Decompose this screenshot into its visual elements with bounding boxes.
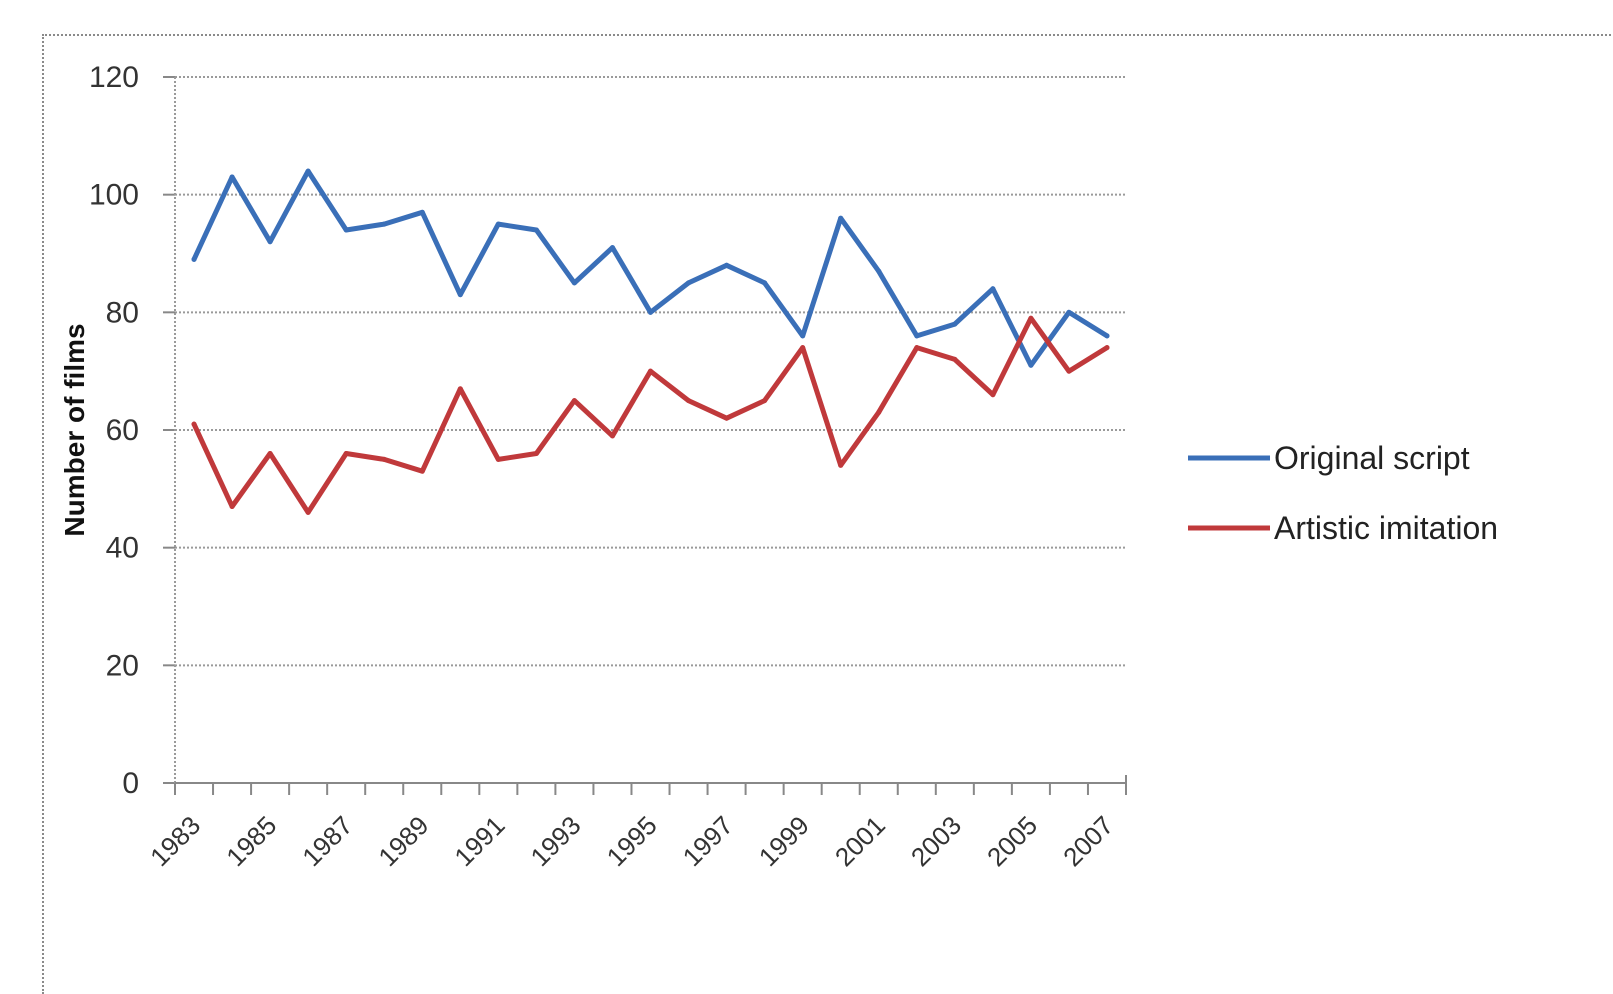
- point-original-script-2001: [876, 268, 882, 274]
- y-tick-label-100: 100: [89, 179, 139, 212]
- axes: [163, 76, 1127, 795]
- point-original-script-1990: [457, 292, 463, 298]
- point-artistic-imitation-1994: [609, 433, 615, 439]
- y-axis-label: Number of films: [59, 323, 90, 536]
- point-artistic-imitation-2006: [1066, 368, 1072, 374]
- y-tick-label-120: 120: [89, 61, 139, 94]
- point-artistic-imitation-1996: [686, 398, 692, 404]
- point-original-script-1993: [571, 280, 577, 286]
- x-tick-label-1993: 1993: [525, 810, 587, 872]
- y-tick-labels: 0 20 40 60 80 100 120: [89, 61, 139, 800]
- point-artistic-imitation-1993: [571, 398, 577, 404]
- point-original-script-2000: [838, 215, 844, 221]
- point-artistic-imitation-1997: [724, 415, 730, 421]
- x-tick-labels: 1983 1985 1987 1989 1991 1993 1995 1997 1999 2001…: [144, 810, 1119, 872]
- point-original-script-1994: [609, 245, 615, 251]
- point-artistic-imitation-2000: [838, 462, 844, 468]
- point-artistic-imitation-2005: [1028, 315, 1034, 321]
- point-original-script-1992: [533, 227, 539, 233]
- legend: Original script Artistic imitation: [1188, 440, 1498, 546]
- point-original-script-2004: [990, 286, 996, 292]
- point-artistic-imitation-1987: [343, 451, 349, 457]
- x-tick-label-1991: 1991: [448, 810, 510, 872]
- point-artistic-imitation-1988: [381, 456, 387, 462]
- chart-frame: [42, 34, 1613, 994]
- point-artistic-imitation-1985: [267, 451, 273, 457]
- y-tick-label-0: 0: [122, 767, 139, 800]
- point-original-script-1988: [381, 221, 387, 227]
- x-tick-label-1997: 1997: [677, 810, 739, 872]
- series-line-artistic-imitation: [191, 315, 1110, 515]
- x-tick-label-1983: 1983: [144, 810, 206, 872]
- point-original-script-1995: [648, 309, 653, 315]
- point-artistic-imitation-1995: [648, 368, 653, 374]
- series-line-original-script: [191, 168, 1110, 368]
- point-original-script-2007: [1104, 333, 1110, 339]
- x-tick-label-1999: 1999: [753, 810, 815, 872]
- point-original-script-1984: [229, 174, 235, 180]
- x-tick-label-1995: 1995: [601, 810, 663, 872]
- point-original-script-1997: [724, 262, 730, 268]
- point-artistic-imitation-1984: [229, 503, 235, 509]
- point-artistic-imitation-1991: [495, 456, 501, 462]
- legend-label-original-script: Original script: [1274, 440, 1470, 476]
- point-artistic-imitation-2002: [914, 345, 920, 351]
- point-artistic-imitation-2004: [990, 392, 996, 398]
- point-original-script-1998: [762, 280, 768, 286]
- x-tick-label-2005: 2005: [981, 810, 1043, 872]
- point-artistic-imitation-1990: [457, 386, 463, 392]
- y-tick-label-40: 40: [106, 532, 139, 565]
- legend-label-artistic-imitation: Artistic imitation: [1274, 510, 1498, 546]
- y-tick-label-20: 20: [106, 649, 139, 682]
- point-original-script-1991: [495, 221, 501, 227]
- point-original-script-1985: [267, 239, 273, 245]
- point-artistic-imitation-1983: [191, 421, 197, 427]
- x-tick-label-1989: 1989: [372, 810, 434, 872]
- point-artistic-imitation-1998: [762, 398, 768, 404]
- point-artistic-imitation-2003: [952, 356, 958, 362]
- point-artistic-imitation-2001: [876, 409, 882, 415]
- point-original-script-2003: [952, 321, 958, 327]
- point-artistic-imitation-1999: [800, 345, 806, 351]
- x-tick-label-1987: 1987: [296, 810, 358, 872]
- point-artistic-imitation-1986: [305, 509, 311, 515]
- point-artistic-imitation-1989: [419, 468, 425, 474]
- point-original-script-1983: [191, 256, 197, 262]
- series-lines: [191, 168, 1110, 515]
- x-tick-label-2007: 2007: [1057, 810, 1119, 872]
- y-tick-label-60: 60: [106, 414, 139, 447]
- point-original-script-2005: [1028, 362, 1034, 368]
- point-original-script-1999: [800, 333, 806, 339]
- x-tick-label-2001: 2001: [829, 810, 891, 872]
- point-artistic-imitation-1992: [533, 451, 539, 457]
- point-original-script-2006: [1066, 309, 1072, 315]
- point-original-script-1987: [343, 227, 349, 233]
- x-tick-label-1985: 1985: [220, 810, 282, 872]
- point-original-script-1986: [305, 168, 311, 174]
- point-original-script-1989: [419, 209, 425, 215]
- point-artistic-imitation-2007: [1104, 345, 1110, 351]
- point-original-script-1996: [686, 280, 692, 286]
- x-tick-label-2003: 2003: [905, 810, 967, 872]
- y-tick-label-80: 80: [106, 296, 139, 329]
- line-chart: 0 20 40 60 80 100 120 1983 1985 1987 1989 1991 1993…: [59, 61, 1498, 872]
- point-original-script-2002: [914, 333, 920, 339]
